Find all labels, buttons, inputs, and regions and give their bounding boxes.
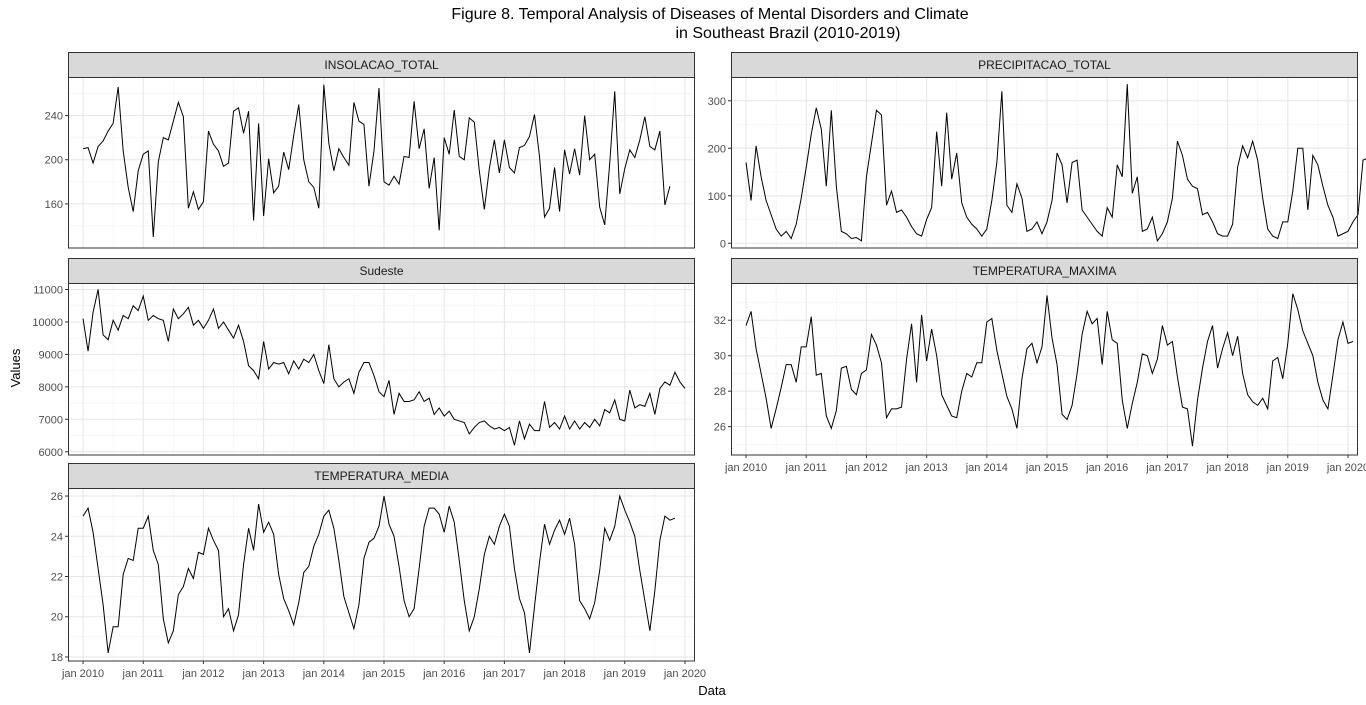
strip-label: Sudeste (359, 264, 403, 278)
panel-precipitacao-total: PRECIPITACAO_TOTAL 0 100 200 300 (708, 52, 1366, 250)
x-tick-label: jan 2017 (1145, 462, 1188, 474)
y-tick-label: 160 (45, 199, 63, 211)
y-tick-label: 300 (708, 96, 726, 108)
panel-temperatura-maxima: TEMPERATURA_MAXIMA 26 28 30 32 jan 2010 jan 20… (714, 258, 1366, 474)
x-tick-label: jan 2020 (1326, 462, 1366, 474)
x-tick-label: jan 2012 (181, 668, 224, 680)
chart-title-line-2: in Southeast Brazil (2010-2019) (675, 25, 901, 42)
x-tick-label: jan 2010 (61, 668, 104, 680)
series-line-precipitacao-total (745, 84, 1366, 243)
strip-label: TEMPERATURA_MEDIA (314, 469, 448, 483)
strip-background (731, 258, 1358, 284)
y-tick-label: 20 (51, 612, 63, 624)
y-tick-label: 28 (714, 386, 726, 398)
strip-label: INSOLACAO_TOTAL (324, 58, 439, 72)
chart-title-line-1: Figure 8. Temporal Analysis of Diseases … (451, 6, 969, 23)
y-tick-label: 9000 (39, 349, 63, 361)
x-tick-label: jan 2014 (965, 462, 1008, 474)
series-line-temperatura-media (82, 494, 676, 654)
x-tick-label: jan 2016 (422, 668, 465, 680)
y-tick-label: 26 (714, 422, 726, 434)
x-tick-label: jan 2019 (603, 668, 646, 680)
y-tick-label: 10000 (32, 317, 63, 329)
y-tick-label: 6000 (39, 447, 63, 459)
x-tick-label: jan 2018 (542, 668, 585, 680)
x-tick-label: jan 2010 (724, 462, 767, 474)
y-tick-label: 0 (720, 238, 726, 250)
x-tick-label: jan 2019 (1266, 462, 1309, 474)
x-tick-label: jan 2014 (302, 668, 345, 680)
y-tick-label: 22 (51, 572, 63, 584)
y-tick-label: 11000 (33, 284, 63, 296)
x-tick-label: jan 2011 (785, 462, 827, 474)
strip-background (68, 463, 695, 489)
y-tick-label: 24 (51, 531, 63, 543)
panel-insolacao-total: INSOLACAO_TOTAL 160 200 240 (45, 52, 695, 249)
strip-background (731, 52, 1358, 78)
x-tick-label: jan 2013 (905, 462, 948, 474)
y-tick-label: 8000 (39, 382, 63, 394)
x-tick-label: jan 2011 (122, 668, 164, 680)
plot-background (731, 77, 1358, 248)
series-line-insolacao-total (82, 84, 671, 238)
y-tick-label: 200 (708, 143, 726, 155)
plot-background (68, 283, 695, 455)
plot-background (68, 77, 695, 248)
panel-sudeste: Sudeste 6000 7000 8000 9000 10000 11000 (32, 258, 695, 459)
strip-label: TEMPERATURA_MAXIMA (973, 264, 1117, 278)
x-tick-label: jan 2013 (242, 668, 285, 680)
y-tick-label: 100 (708, 191, 726, 203)
panel-temperatura-media: TEMPERATURA_MEDIA 18 20 22 24 26 jan 2010 jan 2… (51, 463, 706, 680)
x-tick-label: jan 2015 (1025, 462, 1068, 474)
strip-label: PRECIPITACAO_TOTAL (978, 58, 1111, 72)
strip-background (68, 52, 695, 78)
y-axis-title: Values (8, 348, 23, 387)
strip-background (68, 258, 695, 284)
y-tick-label: 200 (45, 155, 63, 167)
x-tick-label: jan 2017 (482, 668, 525, 680)
plot-background (731, 283, 1358, 455)
x-tick-label: jan 2012 (844, 462, 887, 474)
x-tick-label: jan 2020 (663, 668, 706, 680)
series-line-sudeste (82, 289, 686, 446)
x-axis-title: Data (698, 683, 726, 698)
x-tick-label: jan 2015 (362, 668, 405, 680)
y-tick-label: 32 (714, 315, 726, 327)
x-tick-label: jan 2016 (1085, 462, 1128, 474)
y-tick-label: 18 (51, 652, 63, 664)
y-tick-label: 30 (714, 351, 726, 363)
series-line-temperatura-maxima (745, 293, 1354, 447)
y-tick-label: 26 (51, 491, 63, 503)
x-tick-label: jan 2018 (1205, 462, 1248, 474)
y-tick-label: 240 (45, 111, 63, 123)
y-tick-label: 7000 (39, 414, 63, 426)
